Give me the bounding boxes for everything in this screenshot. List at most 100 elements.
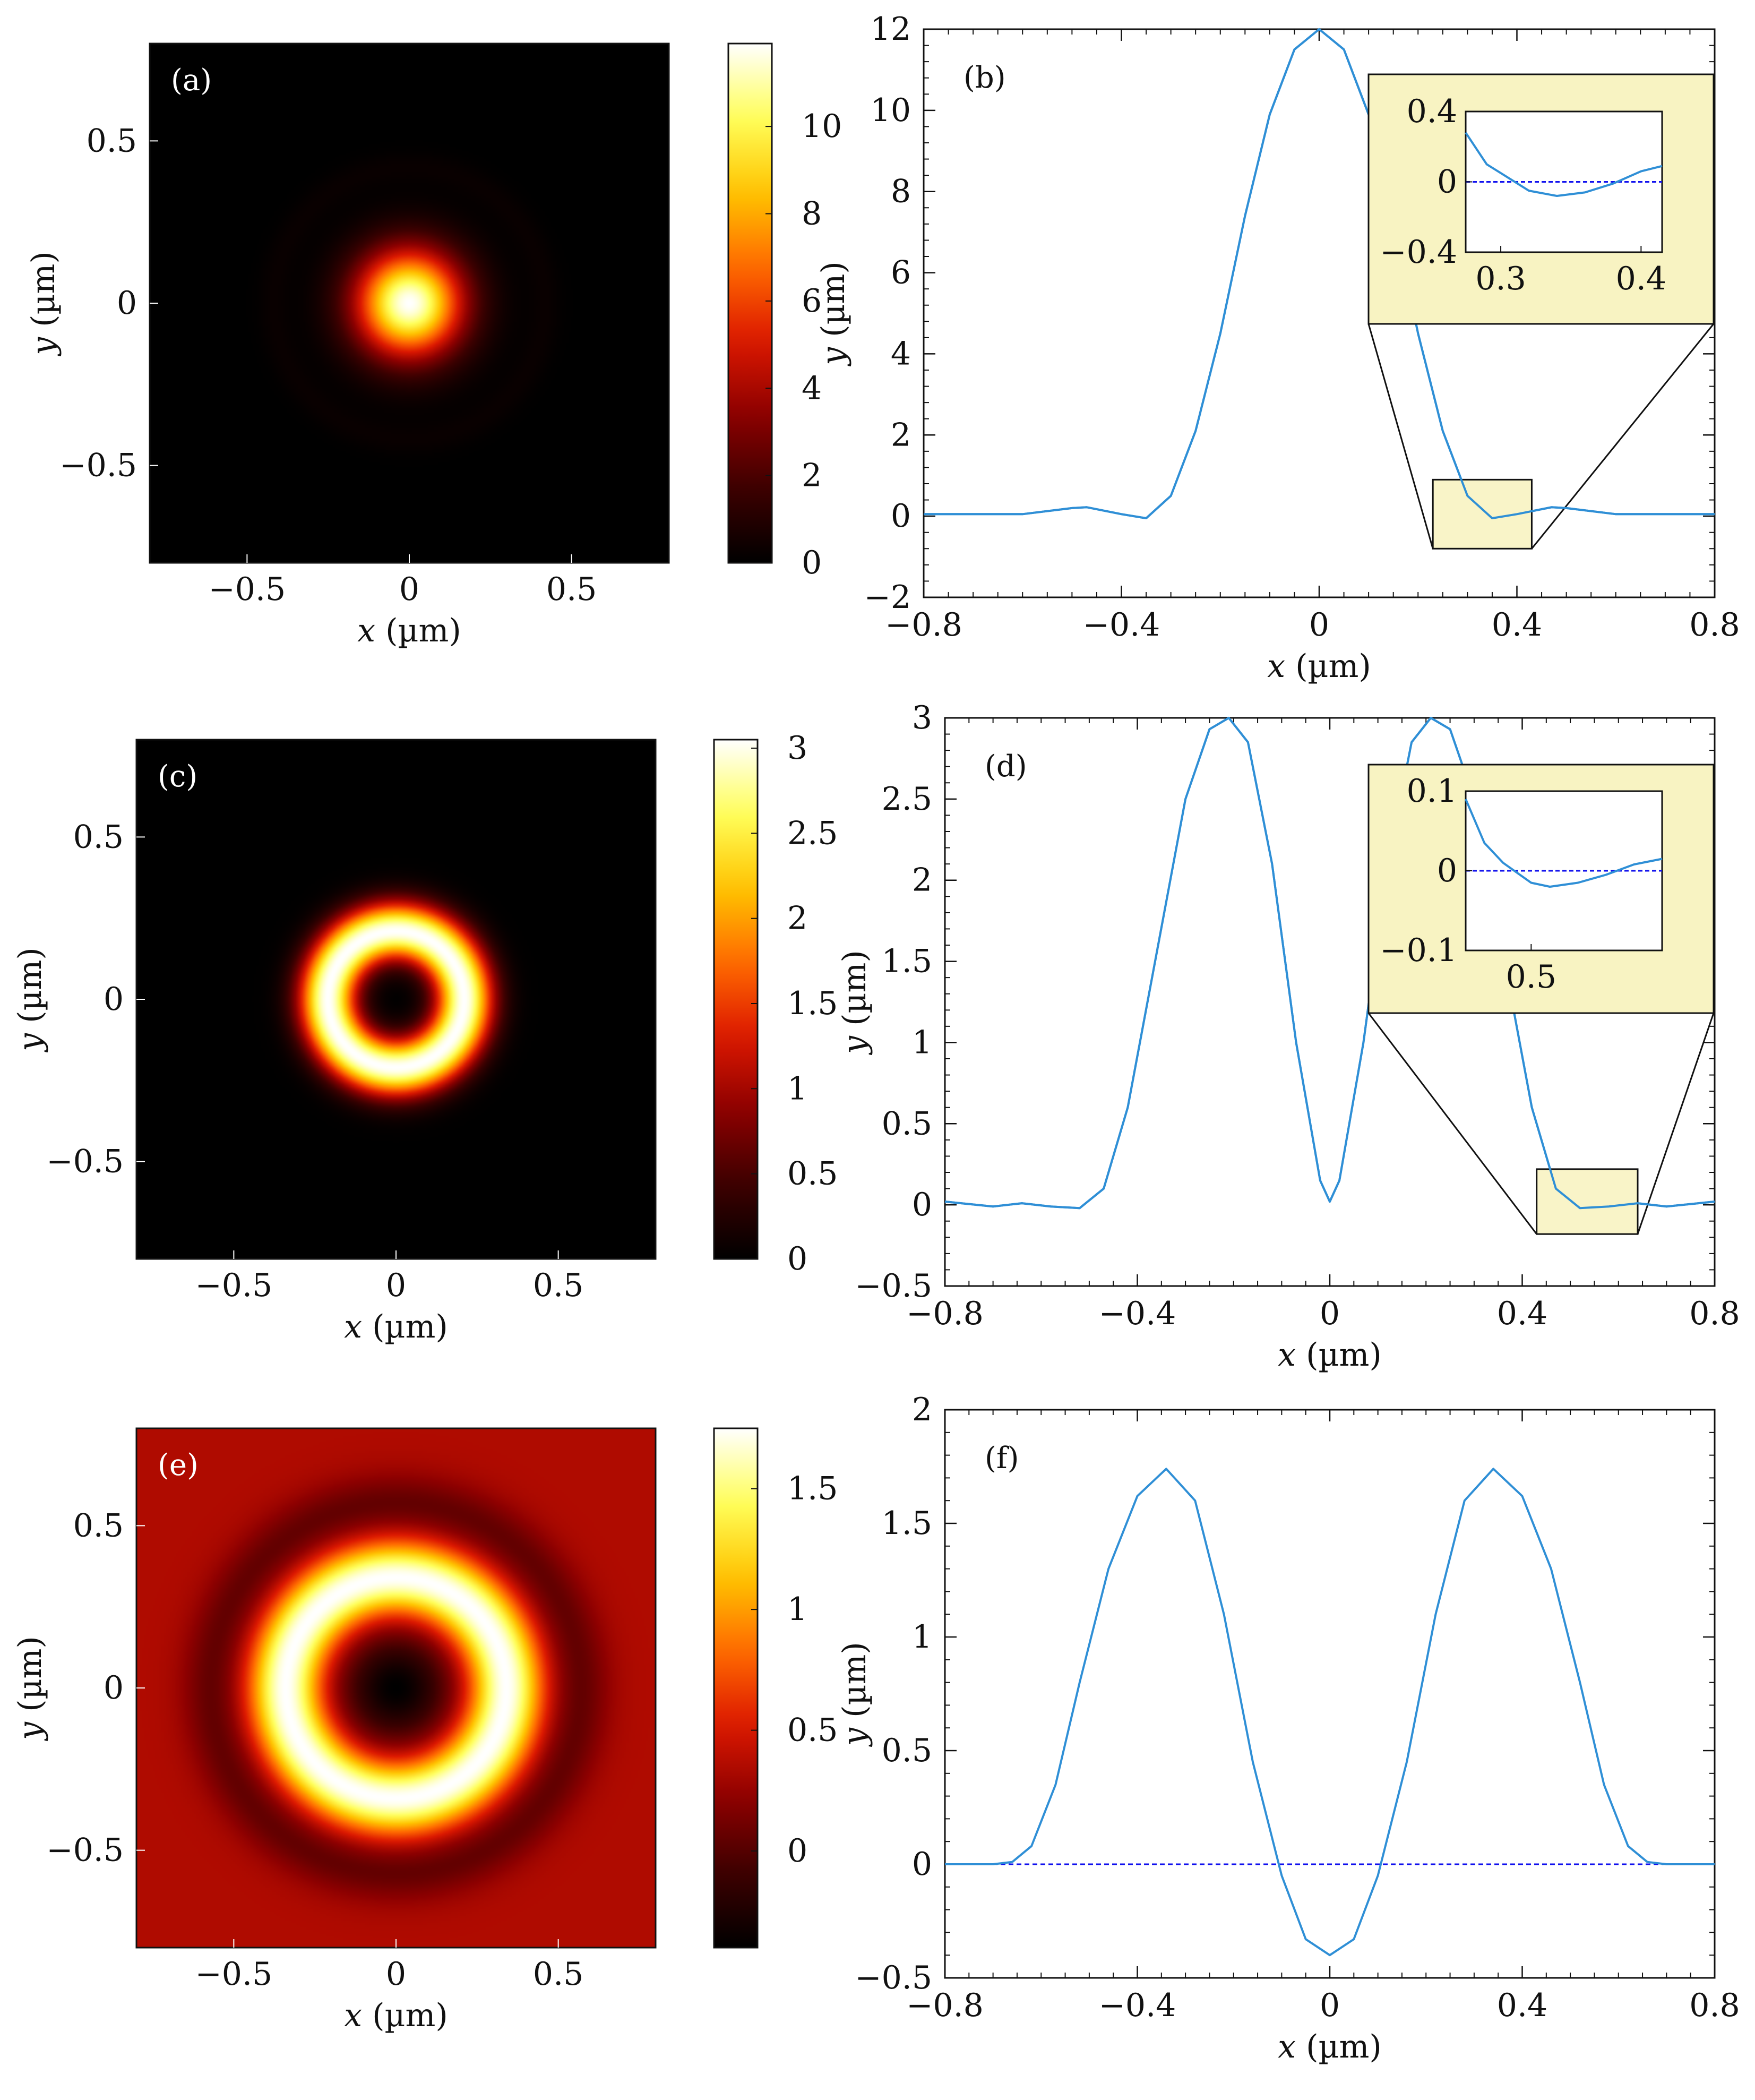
y-axis-title-unit: (µm) bbox=[836, 1642, 873, 1728]
y-tick-label: 12 bbox=[871, 11, 911, 48]
x-axis-title: x (µm) bbox=[344, 1997, 448, 2034]
x-axis-title-unit: (µm) bbox=[1296, 1336, 1382, 1374]
zoom-region-box bbox=[1536, 1168, 1639, 1235]
x-tick-label: −0.5 bbox=[209, 571, 286, 608]
x-tick-label: −0.4 bbox=[1099, 1295, 1176, 1332]
inset-x-tick-label: 0.3 bbox=[1475, 260, 1526, 297]
x-axis-title-unit: (µm) bbox=[362, 1308, 448, 1345]
y-axis-title: y (µm) bbox=[815, 261, 852, 367]
x-axis-title: x (µm) bbox=[1278, 1336, 1382, 1374]
y-axis-title: y (µm) bbox=[12, 1636, 49, 1742]
colorbar-tick-label: 1.5 bbox=[787, 985, 838, 1022]
y-axis-title-variable: y bbox=[815, 347, 852, 367]
x-axis-title: x (µm) bbox=[344, 1308, 448, 1345]
x-axis-title-variable: x bbox=[1278, 2028, 1296, 2065]
y-tick-label: 0 bbox=[912, 1186, 932, 1223]
y-axis-title-unit: (µm) bbox=[25, 251, 62, 337]
x-tick-label: 0 bbox=[1309, 606, 1329, 644]
inset-curve bbox=[1465, 799, 1663, 888]
x-tick-label: 0.4 bbox=[1497, 1987, 1547, 2024]
colorbar-tick-label: 6 bbox=[802, 282, 822, 320]
x-tick-label: −0.8 bbox=[906, 1295, 984, 1332]
x-axis-title-variable: x bbox=[1267, 648, 1285, 685]
x-axis-title-unit: (µm) bbox=[1285, 648, 1371, 685]
y-tick-label: 1.5 bbox=[882, 1505, 932, 1542]
x-tick-label: 0.5 bbox=[533, 1956, 583, 1993]
inset-x-tick-label: 0.4 bbox=[1616, 260, 1666, 297]
y-tick-label: 0 bbox=[104, 981, 124, 1018]
inset-y-tick-label: 0 bbox=[1437, 164, 1457, 201]
y-tick-label: 2 bbox=[891, 416, 911, 453]
x-tick-label: 0.5 bbox=[546, 571, 597, 608]
y-tick-label: 0.5 bbox=[882, 1732, 932, 1769]
y-tick-label: 0 bbox=[912, 1846, 932, 1883]
x-axis-title-variable: x bbox=[344, 1308, 362, 1345]
colorbar-tick-label: 4 bbox=[802, 370, 822, 407]
x-tick-label: −0.5 bbox=[195, 1956, 273, 1993]
colorbar-tick-label: 2.5 bbox=[787, 815, 838, 852]
panel-label: (e) bbox=[158, 1448, 199, 1482]
x-tick-label: 0.4 bbox=[1497, 1295, 1547, 1332]
colorbar-tick-label: 0.5 bbox=[787, 1712, 838, 1749]
y-tick-label: −0.5 bbox=[855, 1959, 932, 1996]
x-axis-title: x (µm) bbox=[357, 612, 461, 649]
heat-colormap-image bbox=[136, 740, 656, 1259]
profile-curve bbox=[945, 1468, 1715, 1957]
zoom-connector bbox=[1637, 1013, 1715, 1235]
chart-root: −0.5 0 0.50.50−0.5x (µm)y (µm)(a)0246810−0… bbox=[12, 11, 1740, 2065]
y-axis-title-unit: (µm) bbox=[836, 950, 873, 1036]
inset-y-tick-label: −0.4 bbox=[1380, 234, 1457, 271]
y-axis-title-unit: (µm) bbox=[12, 1636, 49, 1722]
colorbar-tick-label: 1 bbox=[787, 1591, 807, 1628]
colorbar-tick-label: 8 bbox=[802, 195, 822, 233]
heat-colormap-image bbox=[136, 1428, 656, 1948]
y-tick-label: 0 bbox=[117, 285, 137, 322]
y-tick-label: −0.5 bbox=[46, 1832, 124, 1869]
x-axis-title-unit: (µm) bbox=[362, 1997, 448, 2034]
y-tick-label: −0.5 bbox=[59, 447, 137, 484]
x-tick-label: −0.5 bbox=[195, 1267, 273, 1304]
profile-curve-overlay bbox=[944, 717, 1715, 1210]
y-tick-label: −2 bbox=[864, 579, 911, 616]
zoom-connector bbox=[1367, 1013, 1537, 1235]
x-tick-label: −0.8 bbox=[906, 1987, 984, 2024]
colorbar-tick-label: 1 bbox=[787, 1070, 807, 1107]
y-axis-title-unit: (µm) bbox=[815, 261, 852, 347]
y-axis-title: y (µm) bbox=[836, 950, 873, 1056]
x-tick-label: 0.8 bbox=[1689, 1987, 1740, 2024]
inset-y-tick-label: 0.4 bbox=[1407, 93, 1457, 130]
y-tick-label: 4 bbox=[891, 335, 911, 372]
y-axis-title-variable: y bbox=[12, 1721, 49, 1742]
y-tick-label: 0.5 bbox=[73, 818, 124, 855]
y-tick-label: −0.5 bbox=[855, 1267, 932, 1305]
x-tick-label: 0 bbox=[399, 571, 419, 608]
y-axis-title: y (µm) bbox=[12, 947, 49, 1053]
x-tick-label: 0.5 bbox=[533, 1267, 583, 1304]
y-tick-label: 6 bbox=[891, 254, 911, 292]
colorbar-tick-label: 2 bbox=[802, 457, 822, 494]
x-axis-title-unit: (µm) bbox=[375, 612, 461, 649]
y-axis-title: y (µm) bbox=[836, 1642, 873, 1747]
colorbar-tick-label: 0 bbox=[787, 1240, 807, 1278]
x-tick-label: −0.4 bbox=[1083, 606, 1160, 644]
colorbar-tick-label: 10 bbox=[802, 108, 842, 145]
heatmap-panel-e: −0.5 0 0.50.50−0.5x (µm)y (µm)(e)00.511.5 bbox=[12, 1427, 838, 2034]
panel-label: (f) bbox=[985, 1441, 1019, 1476]
colorbar bbox=[713, 739, 759, 1260]
panel-label: (b) bbox=[963, 61, 1006, 95]
y-axis-title-variable: y bbox=[25, 337, 62, 357]
x-axis-title-variable: x bbox=[344, 1997, 362, 2034]
y-tick-label: 3 bbox=[912, 699, 932, 736]
y-tick-label: 0.5 bbox=[73, 1507, 124, 1544]
colorbar bbox=[713, 1427, 759, 1949]
zoom-connector bbox=[1367, 323, 1434, 549]
x-axis-title-variable: x bbox=[357, 612, 375, 649]
y-axis-title-unit: (µm) bbox=[12, 947, 49, 1033]
y-tick-label: 1.5 bbox=[882, 943, 932, 980]
colorbar-tick-label: 2 bbox=[787, 900, 807, 937]
colorbar-tick-label: 1.5 bbox=[787, 1470, 838, 1507]
x-axis-title: x (µm) bbox=[1278, 2028, 1382, 2065]
y-tick-label: 0.5 bbox=[882, 1105, 932, 1142]
y-axis-title: y (µm) bbox=[25, 251, 62, 357]
